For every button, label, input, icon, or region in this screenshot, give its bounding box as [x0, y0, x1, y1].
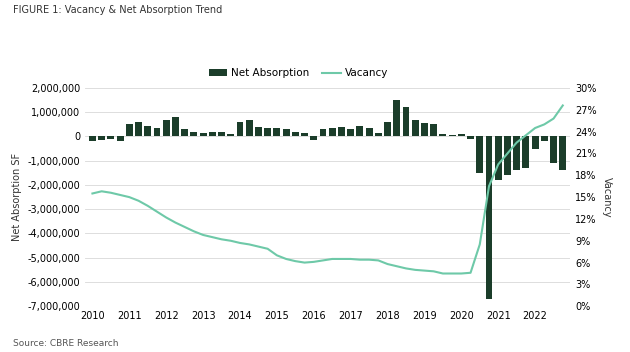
- Bar: [135, 122, 142, 137]
- Bar: [357, 126, 364, 137]
- Bar: [495, 137, 501, 180]
- Bar: [126, 124, 133, 137]
- Bar: [163, 120, 169, 137]
- Bar: [273, 128, 280, 137]
- Bar: [412, 120, 419, 137]
- Bar: [255, 127, 262, 137]
- Y-axis label: Vacancy: Vacancy: [602, 177, 612, 218]
- Bar: [541, 137, 548, 142]
- Bar: [107, 137, 114, 139]
- Bar: [117, 137, 123, 141]
- Bar: [393, 100, 400, 137]
- Bar: [458, 134, 465, 137]
- Bar: [486, 137, 493, 299]
- Bar: [181, 129, 188, 137]
- Bar: [227, 134, 234, 137]
- Bar: [154, 128, 161, 137]
- Bar: [559, 137, 566, 170]
- Bar: [532, 137, 539, 149]
- Bar: [292, 132, 299, 137]
- Bar: [190, 132, 197, 137]
- Bar: [236, 122, 243, 137]
- Text: Source: CBRE Research: Source: CBRE Research: [13, 339, 118, 348]
- Bar: [439, 134, 446, 137]
- Legend: Net Absorption, Vacancy: Net Absorption, Vacancy: [209, 68, 389, 78]
- Y-axis label: Net Absorption SF: Net Absorption SF: [12, 153, 22, 241]
- Bar: [283, 129, 290, 137]
- Text: FIGURE 1: Vacancy & Net Absorption Trend: FIGURE 1: Vacancy & Net Absorption Trend: [13, 5, 222, 15]
- Bar: [347, 129, 354, 137]
- Bar: [89, 137, 96, 142]
- Bar: [430, 124, 437, 137]
- Bar: [513, 137, 520, 170]
- Bar: [311, 137, 318, 140]
- Bar: [98, 137, 105, 140]
- Bar: [375, 133, 382, 137]
- Bar: [264, 128, 271, 137]
- Bar: [200, 133, 207, 137]
- Bar: [476, 137, 483, 173]
- Bar: [301, 133, 308, 137]
- Bar: [365, 128, 372, 137]
- Bar: [329, 128, 336, 137]
- Bar: [218, 132, 225, 137]
- Bar: [421, 123, 428, 137]
- Bar: [172, 117, 179, 137]
- Bar: [449, 135, 455, 137]
- Bar: [246, 120, 253, 137]
- Bar: [504, 137, 511, 175]
- Bar: [144, 126, 151, 137]
- Bar: [209, 132, 216, 137]
- Bar: [550, 137, 557, 163]
- Bar: [467, 137, 474, 139]
- Bar: [403, 107, 410, 137]
- Bar: [338, 127, 345, 137]
- Bar: [522, 137, 529, 168]
- Bar: [319, 129, 326, 137]
- Bar: [384, 122, 391, 137]
